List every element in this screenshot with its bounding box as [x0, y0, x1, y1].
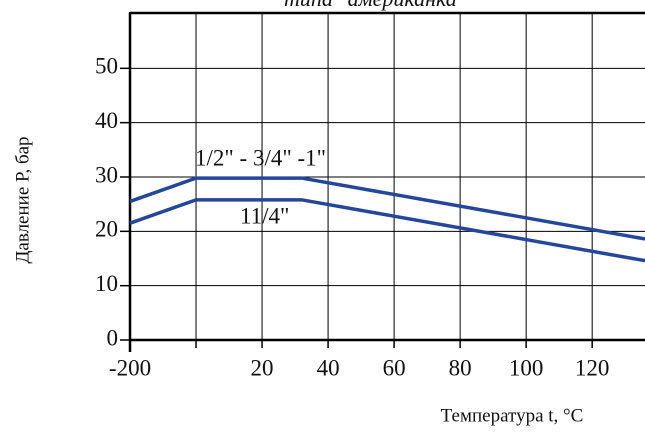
x-tick-label: 20 [251, 355, 274, 380]
y-tick-label: 50 [95, 54, 118, 79]
x-axis-label: Температура t, °C [441, 405, 584, 426]
y-tick-label: 30 [95, 162, 118, 187]
y-tick-label: 20 [95, 217, 118, 242]
x-tick-label: 80 [449, 355, 472, 380]
x-tick-label: 40 [317, 355, 340, 380]
series-line [129, 176, 645, 241]
x-tick-label: 120 [575, 355, 610, 380]
series-line [129, 198, 645, 263]
y-tick-label: 40 [95, 108, 118, 133]
series-label: 11/4" [240, 203, 289, 228]
y-tick-label: 10 [95, 271, 118, 296]
x-tick-label: 60 [383, 355, 406, 380]
x-tick-label: -200 [109, 355, 151, 380]
y-axis-label: Давление P, бар [12, 136, 33, 263]
x-tick-label: 100 [509, 355, 544, 380]
y-tick-label: 0 [107, 325, 119, 350]
chart-title: типа "американка" [284, 0, 467, 11]
series-label: 1/2" - 3/4" -1" [195, 145, 326, 170]
